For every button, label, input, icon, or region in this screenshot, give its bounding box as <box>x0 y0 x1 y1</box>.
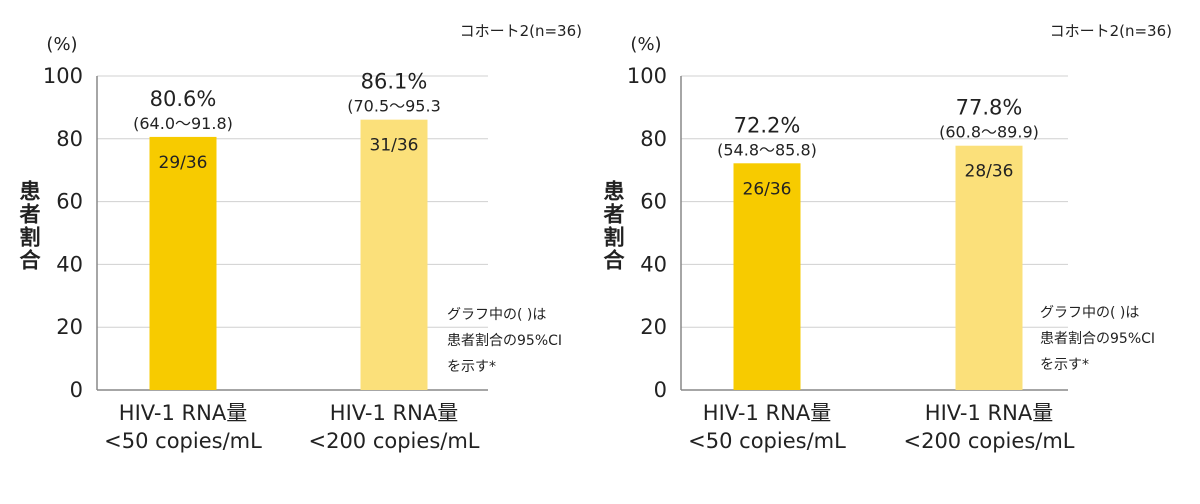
y-tick-label: 40 <box>56 252 83 276</box>
bar-value-label: 86.1% <box>361 70 428 94</box>
bar-value-label: 72.2% <box>734 113 801 137</box>
bar-fraction-label: 26/36 <box>743 179 792 199</box>
bar <box>360 119 428 391</box>
x-category-label-line1: HIV-1 RNA量 <box>330 401 458 425</box>
bar-ci-label: (60.8〜89.9) <box>939 123 1039 142</box>
bar <box>733 163 801 390</box>
bar <box>955 145 1023 390</box>
ci-note-line: グラフ中の( )は <box>1040 305 1139 321</box>
y-unit-label: (%) <box>46 34 77 55</box>
bar-ci-label: (64.0〜91.8) <box>133 114 233 133</box>
x-category-label-line2: <50 copies/mL <box>688 429 846 453</box>
bar-fraction-label: 31/36 <box>370 136 419 156</box>
y-tick-label: 80 <box>56 127 83 151</box>
x-category-label-line2: <50 copies/mL <box>104 429 262 453</box>
y-tick-label: 100 <box>43 64 83 88</box>
y-tick-label: 0 <box>70 378 83 402</box>
bar-ci-label: (70.5〜95.3 <box>347 97 441 116</box>
x-category-label-line1: HIV-1 RNA量 <box>119 401 247 425</box>
x-category-label-line1: HIV-1 RNA量 <box>703 401 831 425</box>
ci-note-line: を示す* <box>1040 357 1089 373</box>
y-unit-label: (%) <box>630 34 661 55</box>
y-axis-title: 患者割合 <box>20 180 42 273</box>
y-axis-title: 患者割合 <box>604 180 626 273</box>
ci-note-line: を示す* <box>447 359 496 375</box>
ci-note-line: 患者割合の95%CI <box>447 332 562 349</box>
y-tick-label: 20 <box>56 315 83 339</box>
y-tick-label: 100 <box>627 64 667 88</box>
x-category-label-line2: <200 copies/mL <box>308 429 479 453</box>
y-tick-label: 80 <box>640 127 667 151</box>
bar-value-label: 77.8% <box>956 96 1023 120</box>
y-tick-label: 20 <box>640 315 667 339</box>
x-category-label-line2: <200 copies/mL <box>903 429 1074 453</box>
bar-value-label: 80.6% <box>150 87 217 111</box>
cohort-label: コホート2(n=36) <box>460 22 582 40</box>
y-tick-label: 60 <box>640 190 667 214</box>
bar-fraction-label: 29/36 <box>159 153 208 173</box>
chart-panel-2: 0 20 40 60 80 100 (%) 患者割合 コホート2(n=36) 72.2% (54.8… <box>604 22 1173 453</box>
chart-panel-1: 0 20 40 60 80 100 (%) 患者割合 コホート2(n=36) 80.6% (64.0… <box>20 22 583 453</box>
bar-ci-label: (54.8〜85.8) <box>717 140 817 159</box>
ci-note-line: グラフ中の( )は <box>447 307 546 323</box>
y-tick-label: 0 <box>654 378 667 402</box>
bar-fraction-label: 28/36 <box>965 162 1014 182</box>
x-category-label-line1: HIV-1 RNA量 <box>925 401 1053 425</box>
ci-note-line: 患者割合の95%CI <box>1040 330 1155 347</box>
y-tick-label: 40 <box>640 252 667 276</box>
bar <box>149 136 217 390</box>
cohort-label: コホート2(n=36) <box>1050 22 1172 40</box>
y-tick-label: 60 <box>56 190 83 214</box>
